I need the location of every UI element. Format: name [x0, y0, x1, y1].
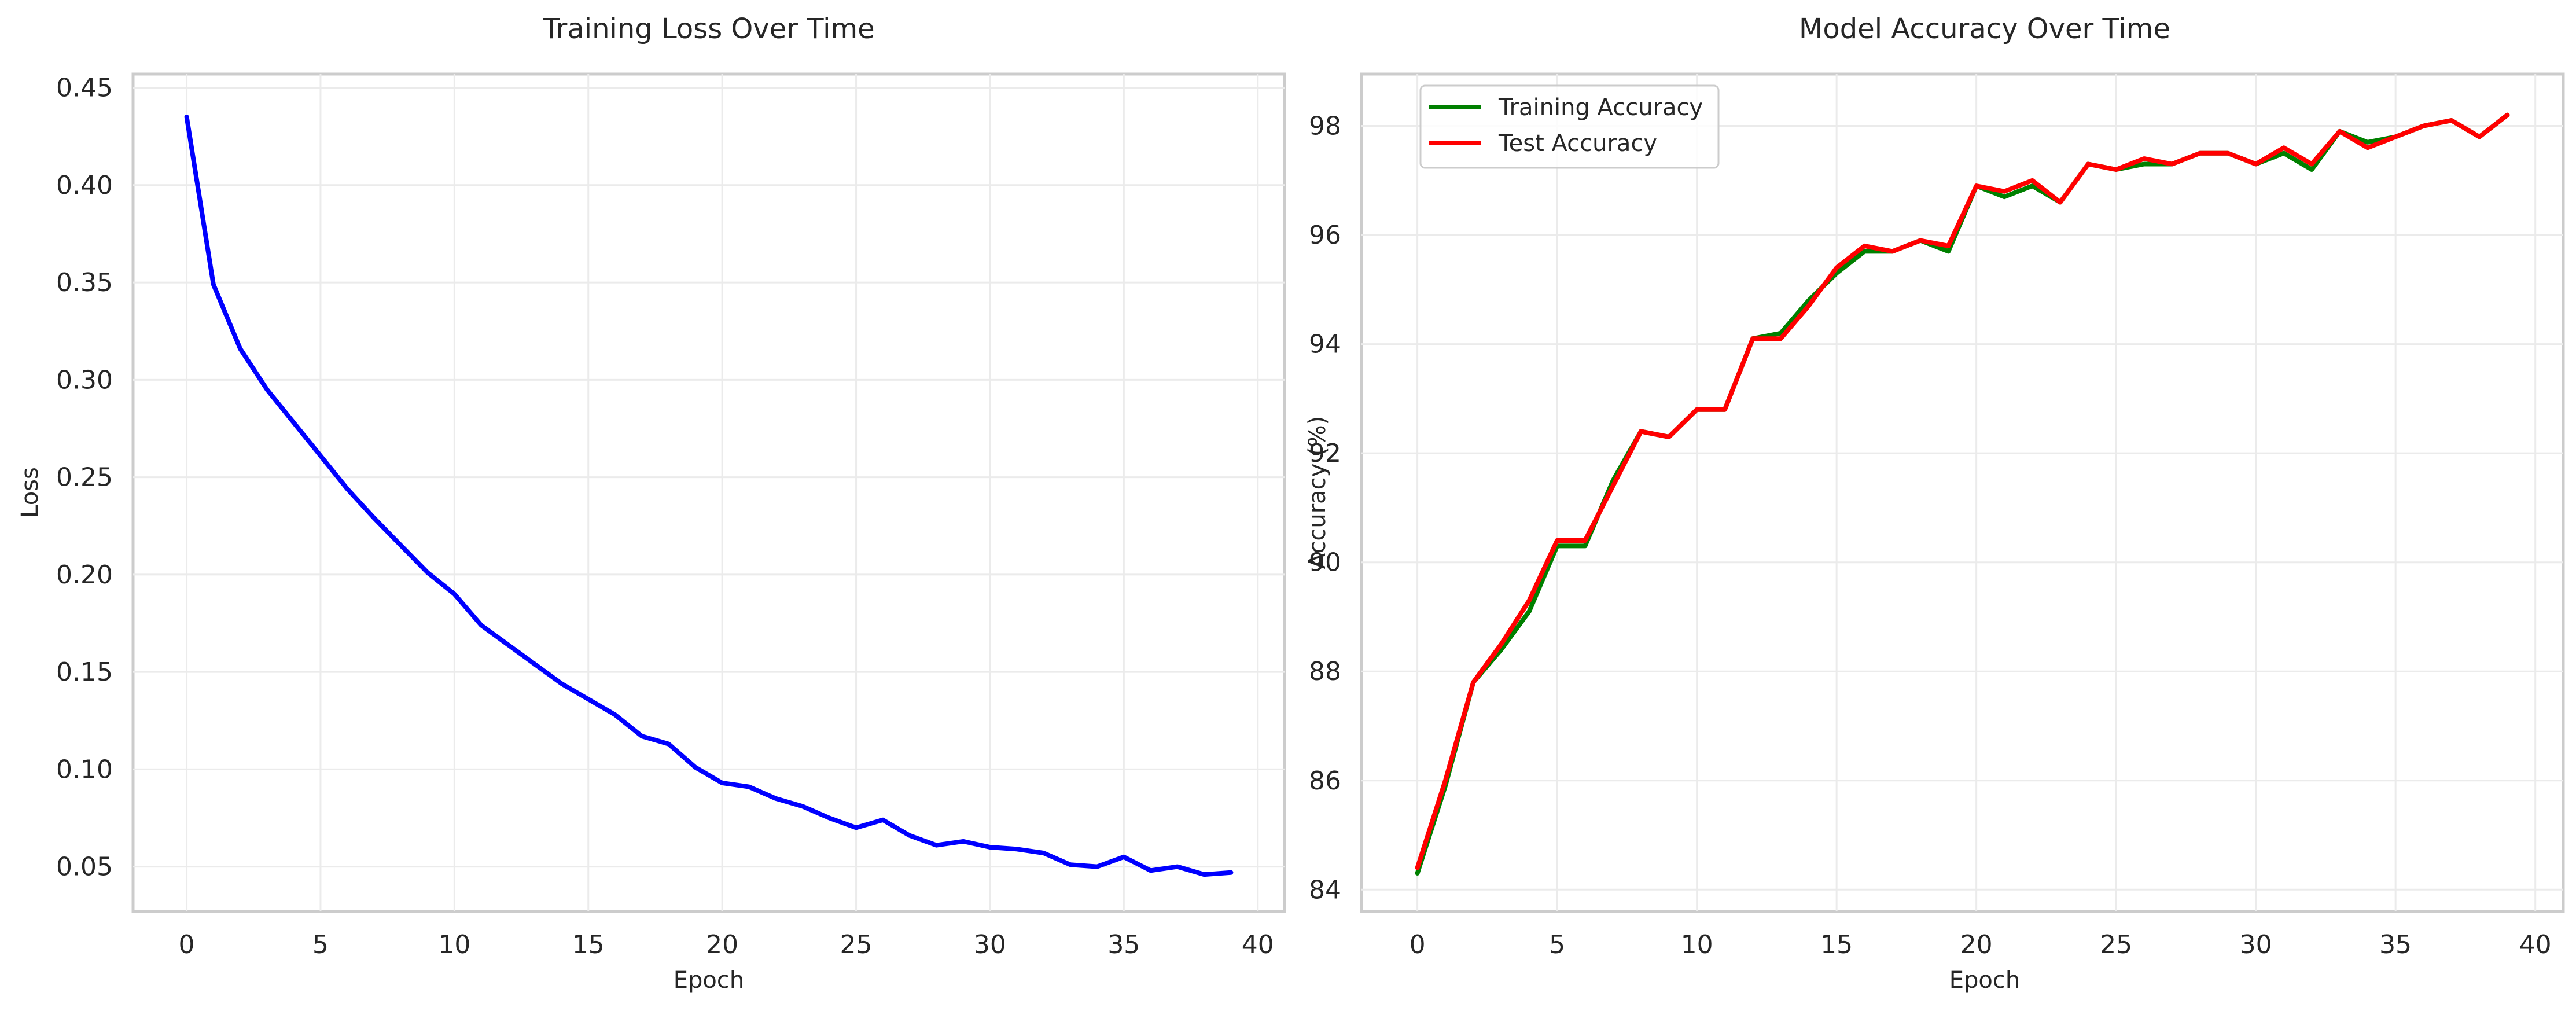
x-tick-label: 25 [2100, 930, 2132, 959]
chart-title: Training Loss Over Time [542, 13, 874, 45]
accuracy-chart: 0 5 10 15 20 25 30 35 40 84 86 88 90 92 94 96 98 Model A… [1304, 13, 2565, 994]
y-tick-label: 84 [1309, 875, 1341, 905]
y-tick-label: 88 [1309, 657, 1341, 686]
x-tick-label: 40 [1242, 930, 1274, 959]
y-axis-label: Loss [17, 467, 43, 518]
x-tick-label: 10 [438, 930, 470, 959]
tick-labels: 0 5 10 15 20 25 30 35 40 0.05 0.10 0.15 0.20 0.25 0.30… [56, 73, 1274, 959]
legend-box [1419, 84, 1720, 169]
x-tick-label: 20 [706, 930, 738, 959]
y-tick-label: 90 [1309, 548, 1341, 578]
y-tick-label: 94 [1309, 330, 1341, 359]
x-tick-label: 0 [179, 930, 195, 959]
x-tick-label: 5 [1549, 930, 1565, 959]
y-tick-label: 96 [1309, 220, 1341, 250]
y-tick-label: 86 [1309, 766, 1341, 796]
series-line-0 [184, 115, 1234, 877]
x-tick-label: 20 [1960, 930, 1993, 959]
x-axis-label: Epoch [674, 967, 744, 994]
chart-title: Model Accuracy Over Time [1799, 13, 2170, 45]
x-tick-label: 15 [572, 930, 605, 959]
x-tick-label: 30 [2240, 930, 2272, 959]
x-tick-label: 30 [974, 930, 1006, 959]
y-tick-label: 0.20 [56, 560, 113, 590]
y-tick-label: 0.35 [56, 268, 113, 297]
tick-labels: 0 5 10 15 20 25 30 35 40 84 86 88 90 92 94 96 98 [1309, 112, 2552, 959]
y-tick-label: 92 [1309, 439, 1341, 468]
x-tick-label: 0 [1410, 930, 1426, 959]
legend-label-training: Training Accuracy [1498, 94, 1703, 121]
y-tick-label: 0.40 [56, 171, 113, 200]
y-tick-label: 0.45 [56, 73, 113, 103]
x-tick-label: 35 [2379, 930, 2412, 959]
y-axis-label: Accuracy (%) [1304, 416, 1331, 569]
plot-area [131, 72, 1286, 913]
x-tick-label: 10 [1681, 930, 1713, 959]
legend: Training Accuracy Test Accuracy [1419, 84, 1720, 169]
y-tick-label: 98 [1309, 112, 1341, 141]
x-tick-label: 25 [840, 930, 873, 959]
x-axis-label: Epoch [1949, 967, 2020, 994]
series-group [1415, 112, 2510, 876]
x-tick-label: 40 [2519, 930, 2552, 959]
y-tick-label: 0.05 [56, 852, 113, 882]
loss-chart: 0 5 10 15 20 25 30 35 40 0.05 0.10 0.15 0.20 0.25 0.30… [17, 13, 1286, 994]
y-tick-label: 0.25 [56, 463, 113, 492]
x-tick-label: 5 [312, 930, 329, 959]
plot-area [1360, 72, 2565, 913]
x-tick-label: 15 [1820, 930, 1853, 959]
x-tick-label: 35 [1107, 930, 1140, 959]
series-group [184, 115, 1234, 877]
y-tick-label: 0.30 [56, 365, 113, 395]
y-tick-label: 0.15 [56, 657, 113, 687]
series-line-1 [1415, 112, 2510, 870]
y-tick-label: 0.10 [56, 755, 113, 784]
legend-label-test: Test Accuracy [1498, 130, 1657, 157]
